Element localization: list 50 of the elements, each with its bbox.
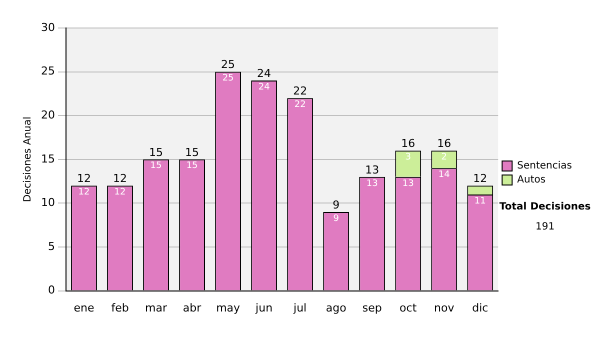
legend-label: Autos xyxy=(517,174,546,186)
total-label: 16 xyxy=(437,137,452,150)
x-tick-label: oct xyxy=(400,301,418,314)
x-tick-label: mar xyxy=(145,301,168,314)
data-label: 2 xyxy=(441,152,447,162)
data-label: 12 xyxy=(78,188,90,198)
x-tick-label: dic xyxy=(472,301,488,314)
total-label: 12 xyxy=(77,172,92,186)
y-tick-label: 10 xyxy=(40,196,55,210)
x-tick-label: ene xyxy=(74,301,94,314)
data-label: 9 xyxy=(333,214,340,224)
total-label: 25 xyxy=(221,58,236,72)
total-label: 24 xyxy=(257,66,272,80)
total-label: 15 xyxy=(185,146,200,159)
x-tick-label: nov xyxy=(434,301,455,314)
x-tick-label: sep xyxy=(362,301,382,314)
legend-label: Sentencias xyxy=(517,160,572,172)
data-label: 15 xyxy=(150,161,162,172)
text: Total Decisiones xyxy=(499,202,591,213)
total-label: 16 xyxy=(401,137,416,150)
data-label: 14 xyxy=(438,170,450,180)
data-label: 13 xyxy=(402,178,414,189)
data-label: 3 xyxy=(405,152,411,162)
x-tick-label: abr xyxy=(182,301,202,314)
data-label: 15 xyxy=(186,161,198,172)
y-axis-title: Decisiones Anual xyxy=(22,116,34,202)
data-label: 13 xyxy=(366,178,378,189)
y-tick-label: 0 xyxy=(48,284,55,297)
data-label: 12 xyxy=(114,188,126,198)
x-tick-label: jun xyxy=(254,301,273,314)
data-label: 24 xyxy=(258,82,270,92)
data-label: 22 xyxy=(294,100,306,110)
text: 191 xyxy=(536,222,555,233)
y-tick-label: 5 xyxy=(48,240,55,253)
x-tick-label: may xyxy=(216,301,241,314)
data-label: 11 xyxy=(474,196,486,206)
y-tick-label: 20 xyxy=(40,108,55,122)
total-label: 12 xyxy=(113,172,128,186)
y-tick-label: 25 xyxy=(40,64,55,78)
x-tick-label: ago xyxy=(326,301,347,314)
y-tick-label: 15 xyxy=(40,152,55,166)
total-label: 22 xyxy=(293,84,308,98)
total-label: 13 xyxy=(365,163,380,176)
total-label: 9 xyxy=(332,198,340,212)
data-label: 25 xyxy=(222,74,234,84)
x-tick-label: jul xyxy=(292,301,307,314)
x-tick-label: feb xyxy=(111,301,129,314)
total-label: 15 xyxy=(149,146,164,159)
total-label: 12 xyxy=(473,172,488,186)
y-tick-label: 30 xyxy=(40,20,55,34)
